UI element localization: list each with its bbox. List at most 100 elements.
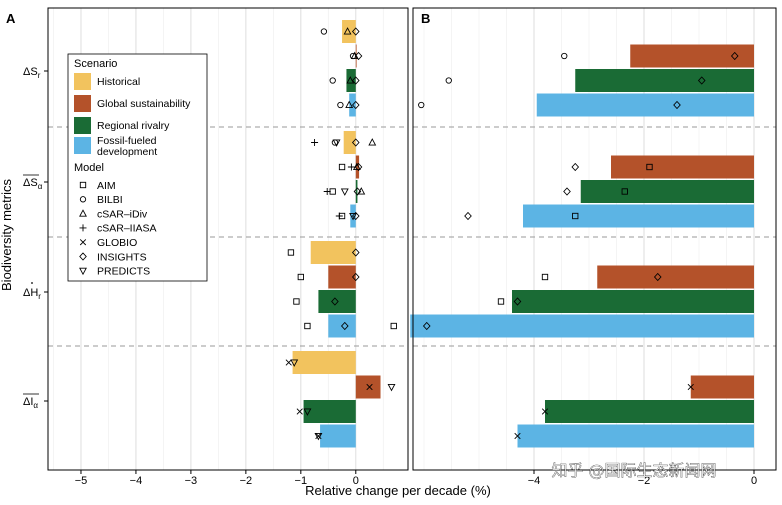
model-point-diamond [354, 51, 363, 61]
model-point-plus [311, 139, 319, 146]
legend-label: Regional rivalry [97, 120, 170, 132]
scenario-legend-title: Scenario [74, 58, 117, 70]
model-point-triangle [346, 76, 355, 84]
legend-model-label: BILBI [97, 194, 123, 206]
model-point-circle [418, 101, 425, 109]
model-point-diamond [354, 162, 363, 172]
panel-frame [412, 7, 777, 471]
model-point-diamond [351, 27, 360, 36]
model-point-diamond [351, 248, 360, 257]
x-tick-label: −1 [295, 475, 308, 487]
model-point-x [285, 359, 292, 366]
model-point-diamond [513, 297, 522, 306]
y-axis-title: Biodiversity metrics [0, 179, 14, 291]
model-point-triangle [345, 100, 354, 109]
legend-model-label: cSAR–iDiv [97, 208, 148, 220]
model-point-diamond [340, 321, 349, 331]
bar-dIa-global-sustainability [355, 375, 381, 399]
model-point-diamond [653, 272, 662, 282]
panel-label: B [421, 11, 430, 26]
legend-marker-triangle [79, 209, 87, 217]
model-point-square [297, 273, 304, 281]
watermark: 知乎 @国际生态新闻网 [551, 461, 716, 480]
legend-model-label: INSIGHTS [97, 251, 147, 263]
y-tick-label-dSa: ΔSα [23, 177, 43, 191]
x-tick-label: −5 [75, 475, 88, 487]
model-point-plus [323, 188, 331, 195]
model-point-diamond [353, 187, 362, 196]
model-point-triangle-down [290, 359, 299, 367]
model-point-x [315, 432, 322, 440]
model-point-triangle-down [340, 188, 349, 196]
panel-frame [47, 7, 409, 471]
bar-dIa-fossil-fueled-development [517, 424, 754, 448]
legend-model-label: PREDICTS [97, 266, 150, 278]
model-point-triangle-down [349, 212, 357, 221]
bar-dHr-global-sustainability [597, 265, 754, 289]
bar-dSa-regional-rivalry [355, 180, 358, 203]
legend-label: Fossil-fueled development [97, 135, 157, 158]
bar-dHr-regional-rivalry [318, 290, 356, 313]
model-point-x [687, 383, 694, 391]
legend-model-label: cSAR–IIASA [97, 223, 157, 235]
legend: Scenario Model [67, 53, 208, 282]
bar-dSr-regional-rivalry [346, 69, 356, 92]
model-point-square [646, 163, 653, 171]
legend-marker-diamond [79, 252, 87, 261]
bar-dIa-regional-rivalry [545, 400, 754, 423]
bar-dHr-global-sustainability [328, 265, 356, 289]
legend-marker-x [79, 239, 87, 246]
legend-swatch-fossil-fueled-development [74, 137, 91, 154]
legend-model-label: AIM [97, 180, 116, 192]
model-point-square [329, 188, 336, 195]
model-point-square [287, 249, 295, 256]
legend-swatch-historical [74, 73, 91, 90]
bar-dSa-fossil-fueled-development [523, 204, 754, 228]
legend-label: Global sustainability [97, 98, 191, 110]
legend-label: Historical [97, 76, 140, 88]
model-point-x [514, 432, 521, 440]
bar-dIa-global-sustainability [690, 375, 754, 399]
model-point-triangle [368, 138, 377, 146]
model-point-square [390, 322, 397, 330]
model-point-circle [320, 28, 328, 35]
model-point-circle [331, 139, 339, 146]
model-point-x [296, 408, 303, 415]
overdot [31, 282, 33, 284]
bar-dSr-fossil-fueled-development [536, 93, 754, 117]
x-axis-title: Relative change per decade (%) [305, 483, 491, 498]
model-point-square [621, 188, 628, 195]
x-tick-label: −4 [528, 475, 541, 487]
y-tick-label-dIa: ΔIα [23, 396, 38, 410]
y-tick-label-dSr: ΔSr [23, 66, 41, 80]
model-point-triangle-down [314, 432, 323, 441]
model-point-square [304, 322, 311, 330]
model-point-circle [329, 77, 336, 84]
bar-dSr-regional-rivalry [575, 69, 754, 92]
x-tick-label: −3 [185, 475, 198, 487]
model-point-circle [337, 101, 344, 109]
model-point-triangle-down [387, 383, 396, 392]
model-point-diamond [351, 211, 360, 221]
model-point-triangle-down [303, 408, 312, 416]
model-point-triangle [343, 27, 352, 35]
model-point-diamond [673, 100, 681, 110]
model-point-diamond [351, 272, 360, 282]
bar-dHr-historical [310, 241, 356, 264]
model-legend-title: Model [74, 162, 104, 174]
bar-dIa-historical [292, 351, 356, 374]
legend-swatch-global-sustainability [74, 95, 91, 112]
model-point-x [541, 408, 549, 415]
model-point-square [293, 298, 300, 305]
model-point-circle [561, 52, 568, 60]
x-tick-label: 0 [353, 475, 359, 487]
model-point-x [366, 383, 373, 391]
bar-dSa-global-sustainability [611, 155, 754, 179]
bar-dSa-regional-rivalry [580, 180, 754, 203]
x-tick-label: −2 [240, 475, 253, 487]
bar-dHr-fossil-fueled-development [410, 314, 754, 338]
model-point-diamond [351, 100, 360, 110]
bar-dHr-regional-rivalry [512, 290, 754, 313]
panel-label: A [6, 11, 16, 26]
